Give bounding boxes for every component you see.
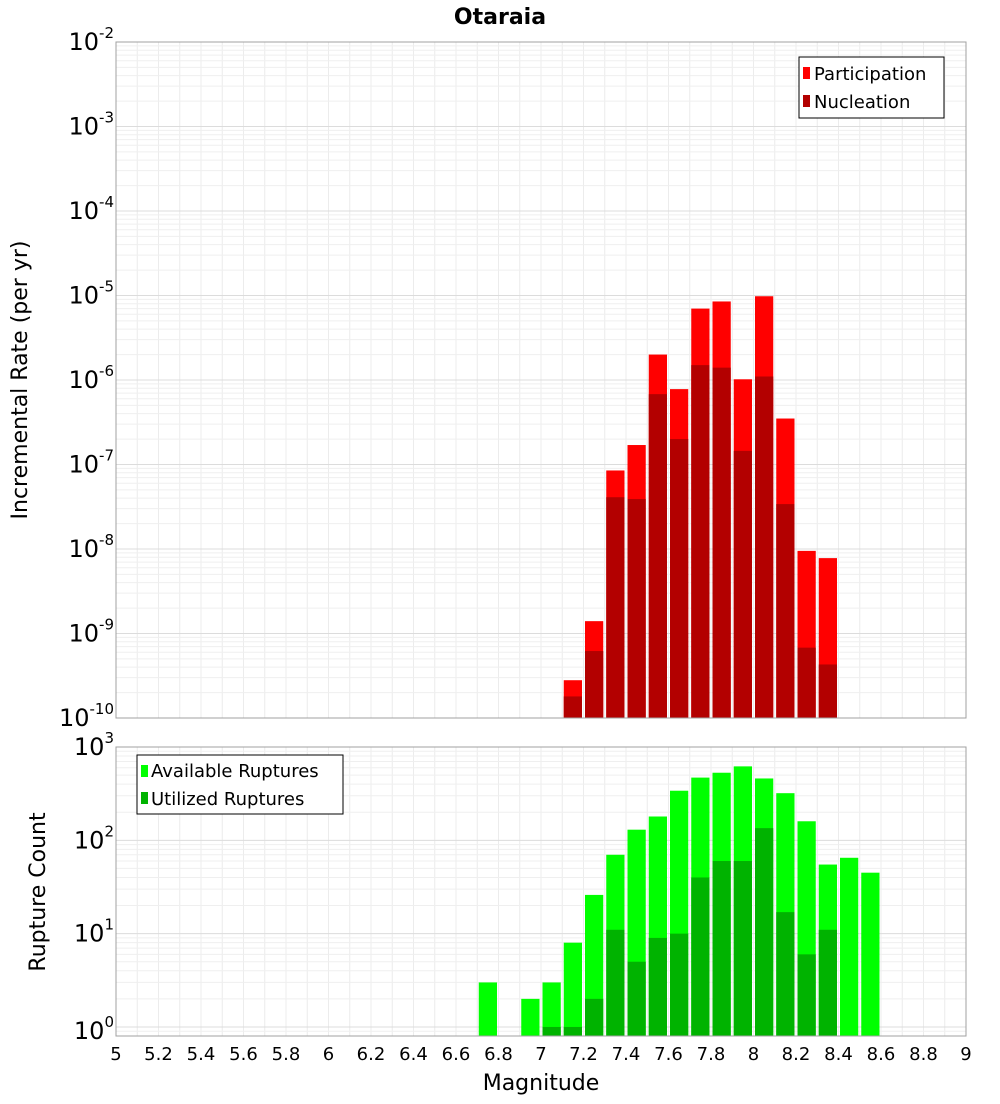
rate-legend-swatch-participation (803, 67, 810, 79)
rate-y-tick-label: 10-4 (68, 193, 114, 225)
x-tick-label: 5 (110, 1044, 121, 1065)
rate-bar-nucleation (712, 367, 731, 718)
x-tick-label: 6.4 (399, 1044, 428, 1065)
rate-legend-label-nucleation: Nucleation (814, 92, 910, 113)
rate-bar-nucleation (606, 497, 625, 718)
rate-legend: Participation Nucleation (798, 56, 945, 119)
count-bar-available-ruptures (478, 982, 497, 1036)
count-legend-swatch-utilized (141, 792, 148, 804)
count-y-tick-label: 102 (74, 822, 114, 854)
count-bar-utilized-ruptures (563, 1026, 582, 1036)
count-y-ticks: 100 101 102 103 (74, 729, 114, 1045)
rate-y-axis-label: Incremental Rate (per yr) (8, 241, 33, 520)
x-tick-label: 7.6 (654, 1044, 683, 1065)
x-tick-label: 6.6 (442, 1044, 471, 1065)
count-legend-swatch-available (141, 765, 148, 777)
count-bar-utilized-ruptures (755, 828, 774, 1036)
rate-bar-nucleation (818, 664, 837, 718)
count-legend: Available Ruptures Utilized Ruptures (136, 754, 344, 815)
x-tick-label: 6 (323, 1044, 334, 1065)
count-panel: 100 101 102 103 5 5.2 5.4 5.6 5.8 6 6.2 6.4 6.6 6.8 7… (26, 729, 972, 1096)
count-legend-box (136, 754, 344, 815)
count-bar-utilized-ruptures (776, 912, 795, 1036)
count-bar-utilized-ruptures (818, 929, 837, 1036)
rate-bar-nucleation (648, 394, 667, 718)
count-bar-utilized-ruptures (691, 877, 710, 1036)
rate-y-tick-label: 10-6 (68, 362, 114, 394)
rate-y-tick-label: 10-7 (68, 447, 114, 479)
rate-y-ticks: 10-10 10-9 10-8 10-7 10-6 10-5 10-4 10-3 10-2 (59, 24, 114, 732)
rate-bar-nucleation (776, 504, 795, 718)
rate-panel: 10-10 10-9 10-8 10-7 10-6 10-5 10-4 10-3 10-2 In… (8, 24, 967, 732)
count-bar-available-ruptures (542, 982, 561, 1036)
count-bar-utilized-ruptures (606, 929, 625, 1036)
x-axis-label: Magnitude (483, 1071, 600, 1096)
x-tick-label: 8.6 (867, 1044, 896, 1065)
x-tick-label: 6.2 (357, 1044, 386, 1065)
rate-bar-nucleation (627, 499, 646, 718)
count-bar-available-ruptures (861, 872, 880, 1036)
count-bar-utilized-ruptures (797, 954, 816, 1036)
rate-y-tick-label: 10-10 (59, 700, 114, 732)
count-y-axis-label: Rupture Count (26, 812, 51, 972)
x-tick-label: 9 (960, 1044, 971, 1065)
rate-bar-nucleation (755, 376, 774, 718)
rate-bar-nucleation (797, 647, 816, 718)
rate-grid (115, 41, 967, 719)
count-bar-available-ruptures (563, 942, 582, 1036)
rate-bar-nucleation (585, 651, 604, 718)
count-bar-available-ruptures (840, 857, 859, 1036)
rate-bar-nucleation (563, 696, 582, 718)
x-tick-label: 6.8 (484, 1044, 513, 1065)
x-tick-label: 8.8 (909, 1044, 938, 1065)
x-tick-label: 7.4 (612, 1044, 641, 1065)
rate-y-tick-label: 10-9 (68, 616, 114, 648)
rate-y-tick-label: 10-5 (68, 278, 114, 310)
x-tick-label: 7.8 (697, 1044, 726, 1065)
x-tick-label: 7 (535, 1044, 546, 1065)
rate-bars (563, 296, 837, 718)
count-y-tick-label: 100 (74, 1013, 114, 1045)
x-tick-label: 5.4 (187, 1044, 216, 1065)
count-bar-utilized-ruptures (627, 961, 646, 1036)
x-tick-label: 5.6 (229, 1044, 258, 1065)
rate-y-tick-label: 10-2 (68, 24, 114, 56)
count-y-tick-label: 101 (74, 916, 114, 948)
chart-title: Otaraia (454, 5, 546, 30)
count-x-ticks: 5 5.2 5.4 5.6 5.8 6 6.2 6.4 6.6 6.8 7 7.2 7.4 7.6 7.8 8… (110, 1044, 971, 1065)
count-bars (478, 766, 880, 1036)
x-tick-label: 8.2 (782, 1044, 811, 1065)
x-tick-label: 7.2 (569, 1044, 598, 1065)
rate-legend-box (798, 56, 945, 119)
count-bar-available-ruptures (521, 998, 540, 1036)
count-bar-utilized-ruptures (585, 998, 604, 1036)
rate-y-tick-label: 10-3 (68, 109, 114, 141)
count-legend-label-utilized: Utilized Ruptures (151, 789, 304, 810)
rate-plot-frame (115, 41, 967, 719)
count-bar-utilized-ruptures (712, 861, 731, 1036)
count-bar-utilized-ruptures (733, 861, 752, 1036)
count-y-tick-label: 103 (74, 729, 114, 761)
rate-bar-nucleation (691, 365, 710, 718)
count-plot-frame (115, 746, 967, 1037)
rate-legend-swatch-nucleation (803, 95, 810, 107)
x-tick-label: 8 (748, 1044, 759, 1065)
x-tick-label: 5.8 (272, 1044, 301, 1065)
count-bar-utilized-ruptures (648, 937, 667, 1036)
count-bar-utilized-ruptures (542, 1026, 561, 1036)
rate-bar-nucleation (733, 450, 752, 718)
x-tick-label: 5.2 (144, 1044, 173, 1065)
count-legend-label-available: Available Ruptures (151, 761, 319, 782)
rate-legend-label-participation: Participation (814, 64, 926, 85)
rate-bar-nucleation (670, 439, 689, 718)
count-bar-utilized-ruptures (670, 933, 689, 1036)
rate-y-tick-label: 10-8 (68, 531, 114, 563)
x-tick-label: 8.4 (824, 1044, 853, 1065)
